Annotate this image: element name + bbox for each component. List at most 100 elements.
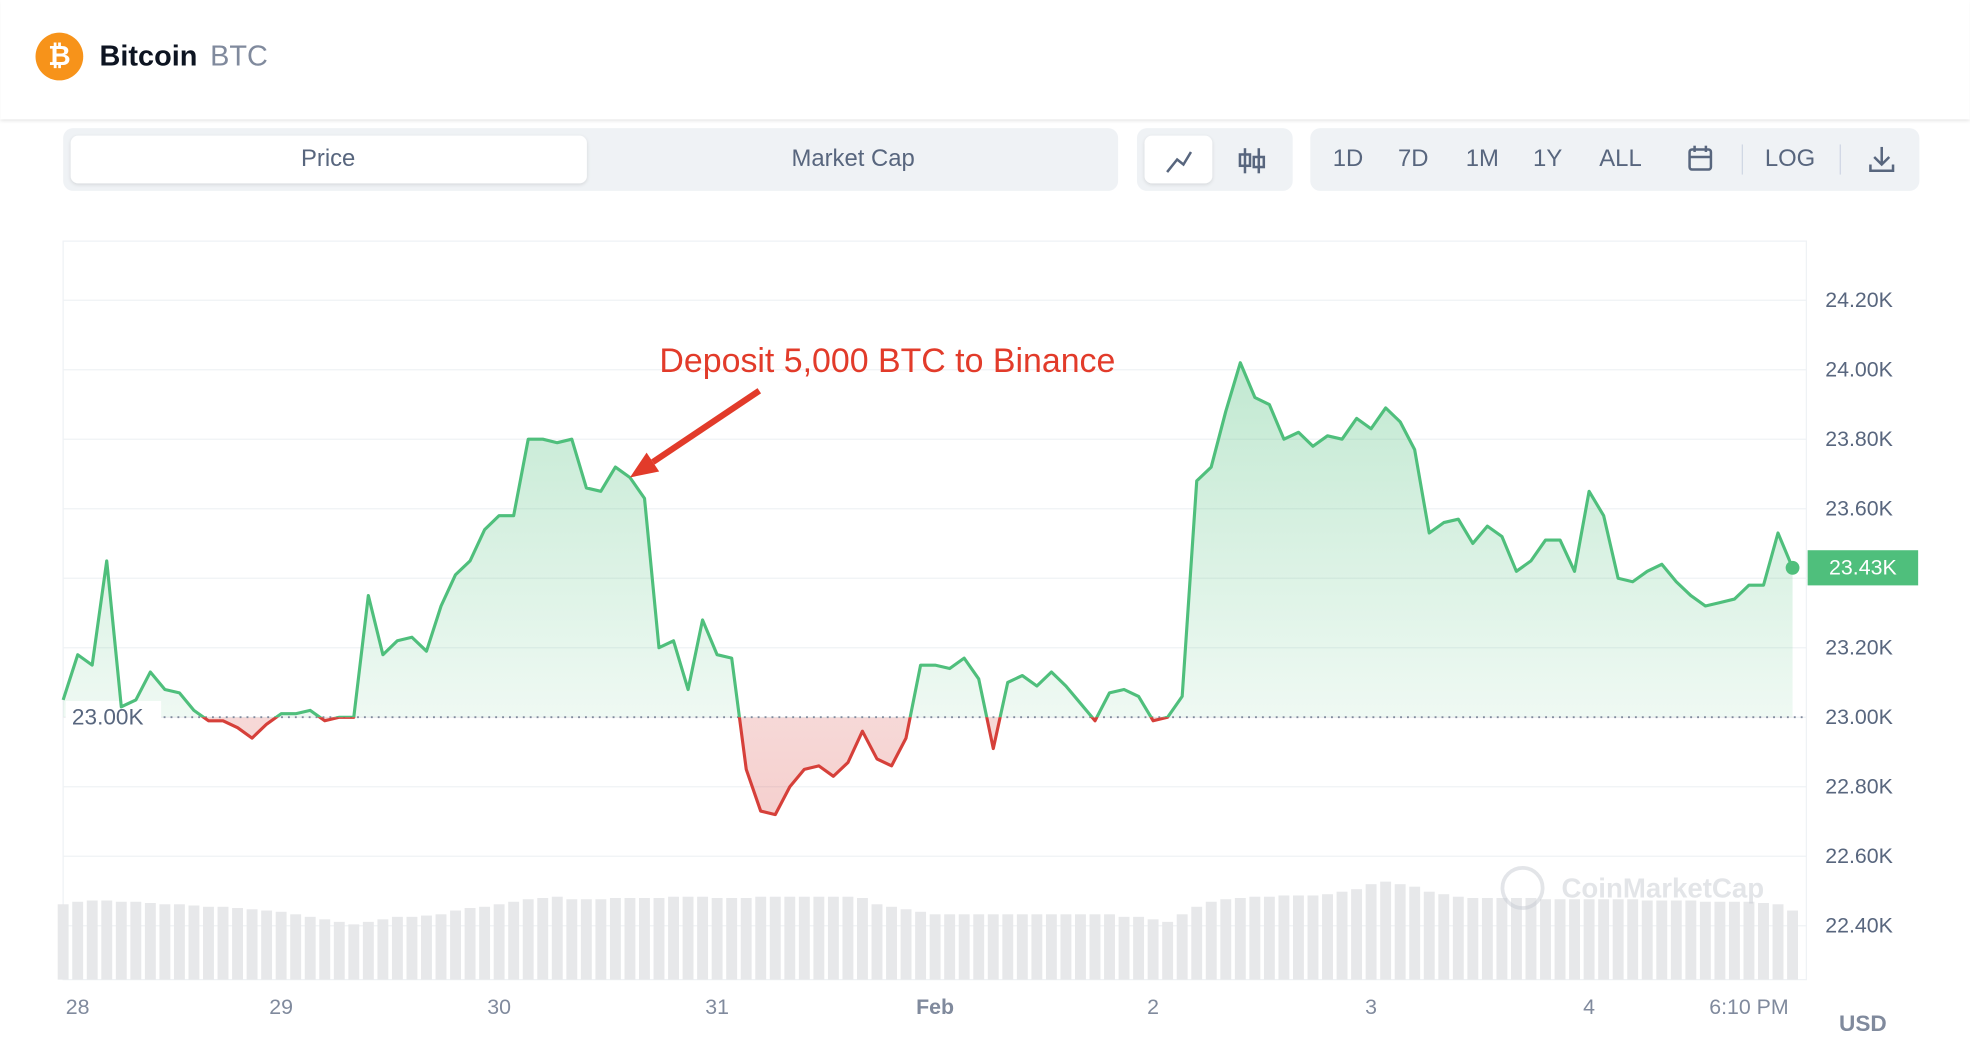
volume-bar [1467, 897, 1479, 980]
x-tick-label: 28 [66, 995, 90, 1019]
volume-bar [798, 896, 810, 980]
volume-bar [1365, 884, 1377, 980]
volume-bar [1220, 899, 1232, 980]
volume-bar [217, 906, 229, 980]
volume-bar [1525, 897, 1537, 980]
y-tick-label: 23.80K [1825, 427, 1893, 451]
log-button[interactable]: LOG [1765, 145, 1815, 172]
volume-bar [1728, 901, 1740, 980]
volume-bar [769, 896, 781, 980]
volume-bar [668, 896, 679, 980]
volume-bar [1583, 899, 1595, 980]
y-axis-unit: USD [1839, 1011, 1887, 1036]
volume-bar [275, 911, 287, 980]
volume-bar [1191, 906, 1203, 980]
header-bar [0, 0, 1970, 120]
volume-bar [290, 914, 302, 980]
last-price-tag [1807, 550, 1919, 586]
volume-bar [57, 904, 69, 980]
volume-bar [1772, 904, 1784, 980]
tab-market-cap[interactable]: Market Cap [791, 145, 914, 172]
volume-bar [348, 924, 360, 980]
range-group [1310, 128, 1920, 191]
volume-bar [1322, 894, 1333, 980]
calendar-button[interactable] [1688, 145, 1713, 171]
download-button[interactable] [1869, 146, 1895, 173]
x-tick-label: Feb [916, 995, 954, 1019]
range-button[interactable]: 1D [1333, 145, 1364, 172]
volume-bar [1670, 900, 1682, 980]
baseline-label: 23.00K [72, 704, 144, 729]
volume-bar [101, 900, 113, 980]
annotation-arrow [651, 388, 762, 465]
volume-bar [362, 921, 374, 980]
tab-active[interactable] [70, 135, 587, 184]
range-button[interactable]: 1Y [1533, 145, 1562, 172]
volume-bar [1075, 914, 1086, 980]
candle-chart-button[interactable] [1238, 148, 1266, 174]
watermark: CoinMarketCap [1500, 865, 1764, 910]
x-tick-label: 29 [269, 995, 293, 1019]
volume-bar [1031, 914, 1043, 980]
y-tick-label: 24.00K [1825, 358, 1893, 382]
volume-bar [755, 896, 767, 980]
volume-bar [784, 896, 796, 980]
volume-bar [377, 919, 389, 980]
volume-bar [188, 905, 200, 980]
volume-bar [609, 897, 621, 980]
y-tick-label: 22.80K [1825, 775, 1893, 799]
volume-bar [1118, 916, 1130, 980]
volume-bar [391, 916, 403, 980]
volume-bar [813, 896, 825, 980]
volume-bar [508, 901, 520, 980]
volume-bar [144, 903, 156, 980]
volume-bar [1598, 899, 1610, 980]
volume-bar [421, 915, 432, 980]
volume-bar [1278, 895, 1290, 980]
volume-bar [1147, 919, 1159, 980]
volume-bar [1307, 895, 1319, 980]
range-button[interactable]: 1M [1466, 145, 1499, 172]
volume-bar [1787, 910, 1799, 980]
volume-bar [915, 911, 927, 980]
volume-bar [740, 897, 752, 980]
annotation-arrowhead [629, 452, 660, 478]
volume-bar [1045, 914, 1057, 980]
volume-bar [130, 901, 142, 980]
volume-bar [1133, 916, 1145, 980]
volume-bar [711, 897, 723, 980]
range-button[interactable]: ALL [1599, 145, 1641, 172]
volume-bar [435, 914, 447, 980]
volume-bar [595, 899, 607, 980]
volume-bar [261, 910, 273, 980]
volume-bar [203, 906, 214, 980]
x-tick-label: 3 [1365, 995, 1377, 1019]
volume-bar [1089, 914, 1101, 980]
volume-bar [1481, 897, 1493, 980]
volume-bar [1423, 891, 1435, 980]
coin-logo [35, 32, 84, 81]
volume-bar [929, 914, 941, 980]
volume-bar [1016, 914, 1028, 980]
volume-bar [319, 919, 331, 980]
volume-bar [857, 897, 868, 980]
volume-bar [1336, 891, 1348, 980]
plot: 22.40K22.60K22.80K23.00K23.20K23.40K23.6… [57, 288, 1919, 1019]
volume-bar [1569, 899, 1581, 980]
range-button[interactable]: 7D [1398, 145, 1429, 172]
volume-bar [1380, 881, 1392, 980]
volume-bar [537, 897, 549, 980]
volume-bar [522, 899, 534, 980]
volume-bar [1699, 901, 1711, 980]
price-line-down [200, 717, 1170, 817]
volume-bar [871, 904, 883, 980]
volume-bar [72, 901, 84, 980]
y-tick-label: 23.20K [1825, 636, 1893, 660]
x-tick-label: 30 [487, 995, 511, 1019]
tab-price[interactable]: Price [301, 145, 355, 172]
volume-bar [1554, 899, 1566, 980]
volume-bar [944, 914, 956, 980]
volume-bar [1104, 914, 1115, 980]
y-tick-label: 23.00K [1825, 705, 1893, 729]
